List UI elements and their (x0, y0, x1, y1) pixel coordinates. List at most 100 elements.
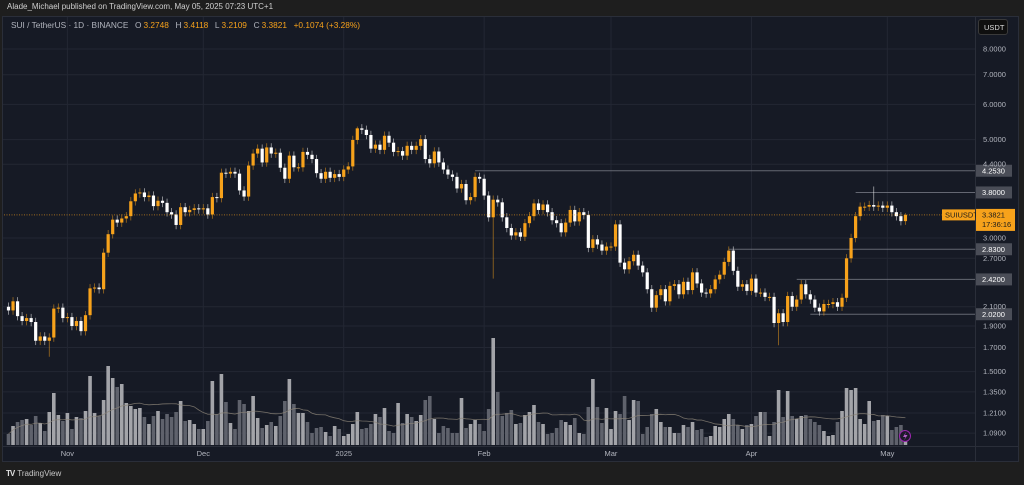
volume-bar (817, 425, 822, 445)
volume-bar (11, 426, 15, 445)
volume-bar (740, 429, 745, 445)
candle-body (251, 153, 255, 166)
candle-body (70, 317, 74, 327)
candle-body (455, 176, 459, 189)
candle-body (740, 284, 744, 287)
volume-bar (224, 402, 228, 445)
candle-body (459, 184, 464, 189)
volume-bar (110, 378, 115, 445)
candle-body (736, 270, 740, 287)
volume-bar (890, 430, 894, 445)
volume-bar (514, 424, 518, 445)
candle-body (432, 151, 436, 164)
price-tick-label: 1.2100 (983, 408, 1006, 417)
volume-bar (147, 424, 151, 445)
volume-bar (142, 417, 147, 445)
volume-bar (785, 391, 790, 445)
volume-bar (364, 428, 369, 445)
volume-bar (242, 404, 246, 445)
tradingview-logo[interactable]: TV TradingView (6, 469, 61, 478)
candle-body (328, 171, 332, 178)
time-tick-label: May (880, 449, 894, 458)
volume-bar (382, 408, 387, 445)
volume-bar (337, 429, 341, 445)
currency-button[interactable]: USDT (978, 19, 1008, 35)
lightning-icon[interactable] (899, 430, 911, 442)
candle-body (156, 200, 160, 207)
volume-bar (767, 436, 772, 445)
volume-bar (129, 406, 133, 445)
candle-body (292, 155, 296, 168)
volume-bar (559, 420, 563, 445)
candle-body (401, 151, 405, 156)
change-value: +0.1074 (+3.28%) (293, 20, 361, 30)
volume-bar (604, 408, 609, 445)
volume-bar (437, 433, 441, 445)
candle-body (224, 172, 228, 174)
candle-body (527, 216, 532, 224)
volume-bar (20, 420, 24, 445)
volume-bar (708, 436, 713, 445)
time-tick-label: Dec (197, 449, 211, 458)
volume-bar (6, 434, 11, 445)
candle-body (718, 274, 722, 280)
volume-bar (586, 407, 591, 445)
volume-bar (536, 422, 541, 445)
candle-body (396, 151, 400, 153)
candle-body (577, 212, 581, 222)
level-label: 2.0200 (982, 310, 1005, 319)
volume-bar (287, 379, 292, 445)
candle-body (79, 321, 83, 332)
candle-body (844, 258, 849, 298)
candle-body (482, 178, 486, 196)
volume-bar (717, 427, 722, 445)
candle-body (138, 192, 142, 194)
volume-bar (631, 400, 636, 445)
price-tick-label: 4.4000 (983, 160, 1006, 169)
volume-bar (473, 420, 477, 445)
candle-body (387, 135, 391, 143)
volume-bar (455, 433, 459, 445)
candle-body (446, 169, 450, 175)
volume-bar (124, 403, 129, 445)
candle-body (632, 254, 636, 262)
candle-body (34, 322, 38, 341)
candle-body (840, 297, 844, 307)
volume-bar (373, 414, 378, 445)
volume-bar (568, 425, 573, 445)
candle-body (151, 195, 156, 207)
candle-body (324, 171, 328, 179)
candle-body (690, 272, 695, 291)
volume-bar (858, 419, 862, 445)
candle-body (518, 232, 522, 237)
candle-body (260, 148, 264, 163)
volume-bar (813, 422, 817, 445)
candle-body (849, 238, 853, 259)
candle-body (813, 299, 817, 308)
volume-ma (8, 402, 906, 435)
candle-body (713, 279, 717, 290)
volume-bar (106, 366, 110, 445)
candle-body (835, 302, 840, 307)
candle-body (876, 205, 880, 207)
volume-bar (174, 412, 178, 445)
volume-bar (477, 424, 482, 445)
volume-bar (672, 433, 677, 445)
volume-bar (305, 422, 310, 445)
candle-body (314, 159, 319, 174)
level-label-box (976, 243, 1012, 256)
close-value: 3.3821 (261, 20, 287, 30)
candle-body (391, 142, 396, 152)
price-axis: 8.0000 7.0000 6.0000 5.0000 4.4000 3.0000 2.70… (983, 45, 1006, 438)
candle-body (831, 302, 835, 305)
candle-body (609, 246, 613, 248)
volume-bar (192, 424, 197, 445)
candle-body (97, 287, 101, 290)
candle-body (881, 205, 885, 208)
volume-bar (654, 409, 659, 445)
volume-bar (726, 414, 731, 445)
level-label: 4.2530 (982, 166, 1005, 175)
volume-bar (88, 376, 92, 445)
